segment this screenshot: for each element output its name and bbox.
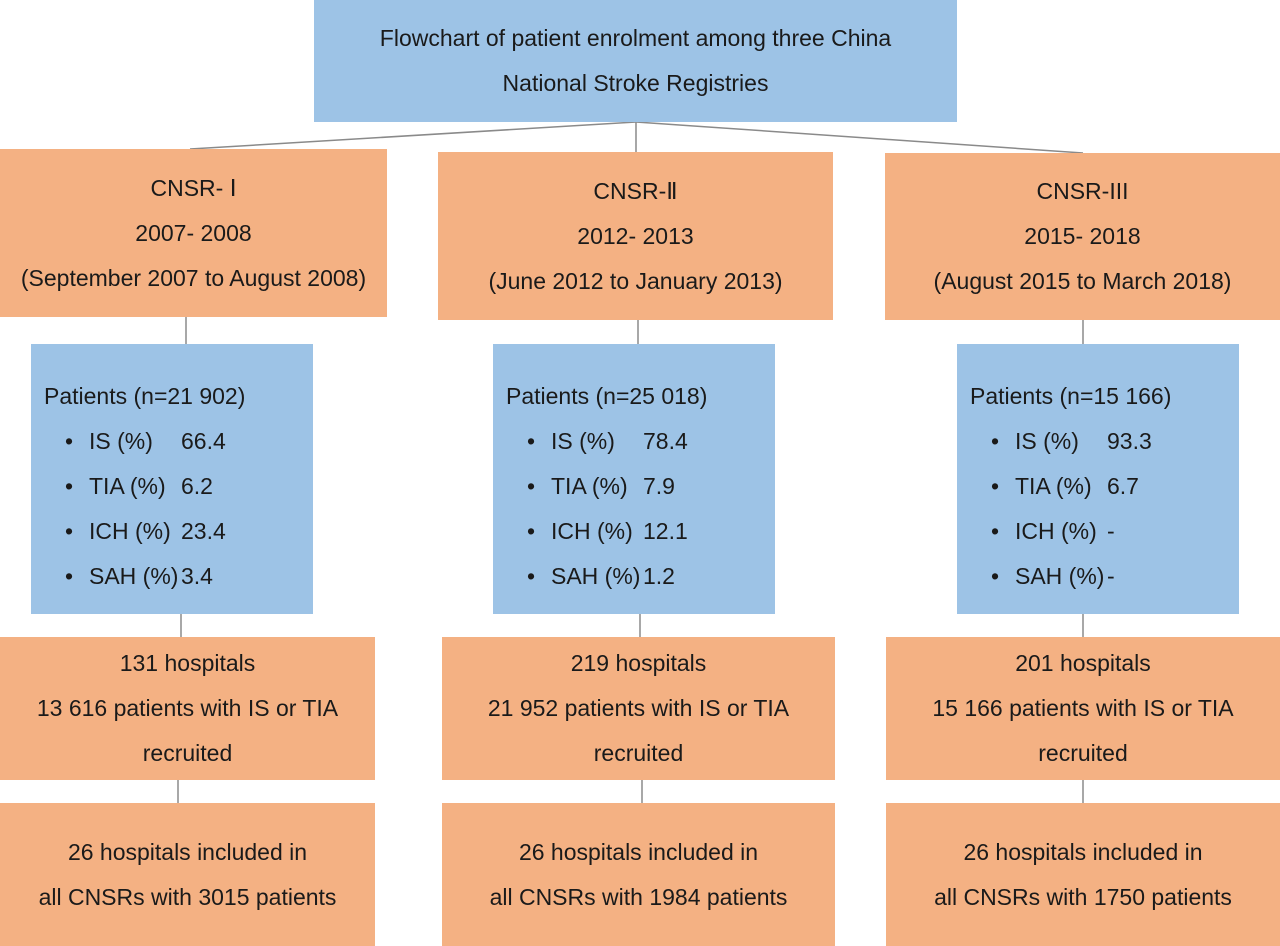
patients-heading: Patients (n=21 902) <box>44 383 246 409</box>
bullet-icon: • <box>991 428 1000 454</box>
recruited-line-1: 219 hospitals <box>570 650 707 676</box>
bullet-icon: • <box>65 473 74 499</box>
recruited-box-cnsr1: 131 hospitals 13 616 patients with IS or… <box>0 637 375 780</box>
recruited-line-1: 201 hospitals <box>1015 650 1151 676</box>
item-value: - <box>1107 563 1115 589</box>
registry-period: (June 2012 to January 2013) <box>488 267 783 294</box>
item-label: ICH (%) <box>1015 518 1097 544</box>
item-label: SAH (%) <box>1015 563 1105 589</box>
included-line-2: all CNSRs with 1984 patients <box>489 883 788 910</box>
item-label: IS (%) <box>1015 428 1079 454</box>
registry-box-cnsr2: CNSR-Ⅱ 2012- 2013 (June 2012 to January … <box>438 152 833 320</box>
included-line-2: all CNSRs with 3015 patients <box>38 883 337 910</box>
bullet-icon: • <box>65 563 74 589</box>
registry-box-cnsr3: CNSR-III 2015- 2018 (August 2015 to Marc… <box>885 153 1280 320</box>
item-value: 78.4 <box>643 428 688 454</box>
recruited-line-3: recruited <box>1038 740 1128 766</box>
item-value: 6.2 <box>181 473 213 499</box>
item-label: TIA (%) <box>1015 473 1092 499</box>
recruited-box-cnsr2: 219 hospitals 21 952 patients with IS or… <box>442 637 835 780</box>
registry-name: CNSR-Ⅱ <box>593 177 678 204</box>
patients-item-tia: • TIA (%) 7.9 <box>506 464 775 509</box>
bullet-icon: • <box>991 563 1000 589</box>
bullet-icon: • <box>65 518 74 544</box>
recruited-line-3: recruited <box>593 740 684 766</box>
included-box-cnsr2: 26 hospitals included in all CNSRs with … <box>442 803 835 946</box>
patients-item-ich: • ICH (%) 23.4 <box>44 509 313 554</box>
recruited-line-1: 131 hospitals <box>119 650 256 676</box>
bullet-icon: • <box>991 473 1000 499</box>
included-line-2: all CNSRs with 1750 patients <box>934 883 1232 910</box>
connector-title-to-cnsr3 <box>635 121 1084 154</box>
patients-box-cnsr1: Patients (n=21 902) • IS (%) 66.4 • TIA (%)… <box>31 344 313 614</box>
item-label: IS (%) <box>551 428 615 454</box>
title-line-2: National Stroke Registries <box>502 70 769 96</box>
registry-years: 2015- 2018 <box>1024 223 1141 249</box>
item-label: SAH (%) <box>89 563 179 589</box>
item-label: TIA (%) <box>89 473 166 499</box>
patients-item-ich: • ICH (%) 12.1 <box>506 509 775 554</box>
included-box-cnsr1: 26 hospitals included in all CNSRs with … <box>0 803 375 946</box>
patients-item-tia: • TIA (%) 6.2 <box>44 464 313 509</box>
item-value: 23.4 <box>181 518 226 544</box>
registry-years: 2012- 2013 <box>577 222 694 249</box>
included-line-1: 26 hospitals included in <box>963 838 1203 865</box>
patients-item-ich: • ICH (%) - <box>970 509 1239 554</box>
included-box-cnsr3: 26 hospitals included in all CNSRs with … <box>886 803 1280 946</box>
patients-item-is: • IS (%) 93.3 <box>970 419 1239 464</box>
item-value: 3.4 <box>181 563 213 589</box>
item-label: ICH (%) <box>551 518 633 544</box>
included-line-1: 26 hospitals included in <box>518 838 759 865</box>
patients-box-cnsr2: Patients (n=25 018) • IS (%) 78.4 • TIA (%)… <box>493 344 775 614</box>
connector-title-to-cnsr1 <box>189 121 637 150</box>
recruited-box-cnsr3: 201 hospitals 15 166 patients with IS or… <box>886 637 1280 780</box>
recruited-line-3: recruited <box>142 740 233 766</box>
item-value: 7.9 <box>643 473 675 499</box>
item-label: IS (%) <box>89 428 153 454</box>
title-box: Flowchart of patient enrolment among thr… <box>314 0 957 122</box>
item-label: SAH (%) <box>551 563 641 589</box>
title-line-1: Flowchart of patient enrolment among thr… <box>379 25 892 51</box>
item-value: 66.4 <box>181 428 226 454</box>
included-line-1: 26 hospitals included in <box>67 838 308 865</box>
bullet-icon: • <box>527 428 536 454</box>
patients-item-sah: • SAH (%) 1.2 <box>506 554 775 599</box>
registry-years: 2007- 2008 <box>135 219 252 246</box>
bullet-icon: • <box>991 518 1000 544</box>
recruited-line-2: 15 166 patients with IS or TIA <box>932 695 1234 721</box>
item-label: ICH (%) <box>89 518 171 544</box>
recruited-line-2: 21 952 patients with IS or TIA <box>487 695 790 721</box>
item-value: 12.1 <box>643 518 688 544</box>
patients-item-sah: • SAH (%) 3.4 <box>44 554 313 599</box>
bullet-icon: • <box>65 428 74 454</box>
patients-box-cnsr3: Patients (n=15 166) • IS (%) 93.3 • TIA (%)… <box>957 344 1239 614</box>
item-value: - <box>1107 518 1115 544</box>
patients-item-sah: • SAH (%) - <box>970 554 1239 599</box>
item-label: TIA (%) <box>551 473 628 499</box>
registry-name: CNSR-III <box>1036 178 1129 204</box>
patients-item-tia: • TIA (%) 6.7 <box>970 464 1239 509</box>
bullet-icon: • <box>527 563 536 589</box>
patients-item-is: • IS (%) 66.4 <box>44 419 313 464</box>
bullet-icon: • <box>527 518 536 544</box>
item-value: 1.2 <box>643 563 675 589</box>
registry-period: (September 2007 to August 2008) <box>20 264 367 291</box>
patients-item-is: • IS (%) 78.4 <box>506 419 775 464</box>
patients-heading: Patients (n=25 018) <box>506 383 708 409</box>
registry-name: CNSR- Ⅰ <box>150 174 237 201</box>
registry-period: (August 2015 to March 2018) <box>933 268 1232 294</box>
recruited-line-2: 13 616 patients with IS or TIA <box>36 695 339 721</box>
patients-heading: Patients (n=15 166) <box>970 383 1172 409</box>
item-value: 93.3 <box>1107 428 1152 454</box>
item-value: 6.7 <box>1107 473 1139 499</box>
bullet-icon: • <box>527 473 536 499</box>
registry-box-cnsr1: CNSR- Ⅰ 2007- 2008 (September 2007 to Au… <box>0 149 387 317</box>
